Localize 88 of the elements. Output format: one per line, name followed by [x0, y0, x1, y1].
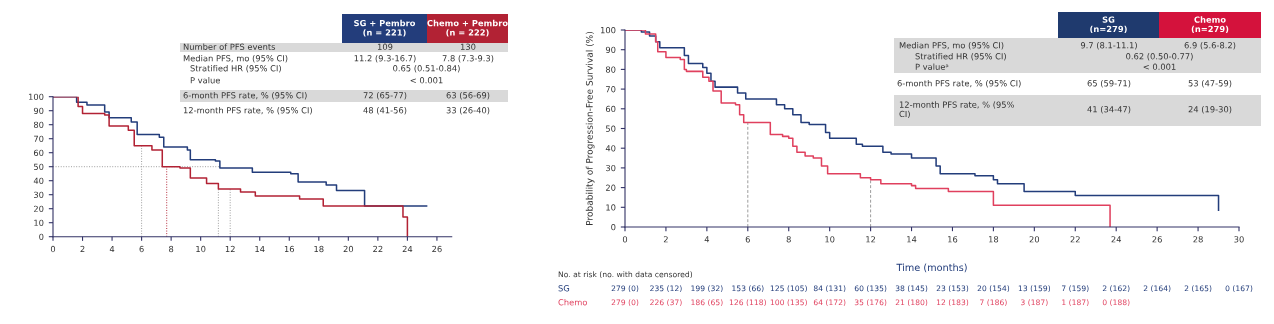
y-tick-label: 0: [611, 223, 616, 231]
annotation: 6-month PFS rate, % (95% CI): [183, 91, 307, 100]
x-tick-label: 8: [169, 245, 174, 253]
annotation: SG (n=279): [1090, 16, 1127, 34]
x-tick-label: 14: [255, 245, 265, 253]
y-tick-label: 20: [605, 184, 616, 191]
x-tick-label: 12: [225, 245, 235, 253]
x-tick-label: 14: [907, 236, 917, 243]
x-tick-label: 6: [745, 236, 750, 243]
text: 109: [377, 43, 393, 50]
y-axis-title: Probability of Progression-Free Survival (%): [585, 31, 595, 225]
x-tick-label: 10: [825, 236, 835, 243]
x-tick-label: 20: [1029, 236, 1040, 243]
annotation: Stratified HR (95% CI): [915, 52, 1006, 61]
y-tick-label: 100: [600, 26, 616, 34]
annotation: Median PFS, mo (95% CI): [899, 41, 1004, 50]
text: Median PFS, mo (95% CI): [183, 54, 288, 63]
y-tick-label: 30: [34, 191, 44, 198]
x-tick-label: 22: [1070, 236, 1080, 243]
text: 11.2 (9.3-16.7): [354, 54, 416, 63]
annotation: 41 (34-47): [1087, 105, 1131, 114]
x-tick-label: 0: [50, 245, 56, 253]
text: Chemo + Pembro (n = 222): [427, 19, 508, 37]
y-tick-label: 60: [33, 149, 44, 156]
text: 7.8 (7.3-9.3): [442, 54, 494, 63]
x-tick-label: 26: [1152, 236, 1162, 243]
text: Number of PFS events: [183, 43, 276, 50]
y-tick-label: 40: [33, 177, 44, 184]
y-tick-label: 90: [605, 46, 616, 53]
text: 0.65 (0.51-0.84): [393, 64, 460, 73]
y-tick-label: 50: [606, 125, 616, 132]
x-tick-label: 20: [343, 245, 354, 253]
y-tick-label: 30: [606, 164, 616, 172]
text: < 0.001: [410, 77, 443, 84]
text: P value: [190, 76, 220, 84]
x-tick-label: 30: [1234, 236, 1244, 243]
x-tick-label: 28: [1193, 236, 1203, 243]
y-tick-label: 70: [34, 135, 44, 142]
x-tick-label: 18: [314, 245, 324, 253]
x-tick-label: 18: [989, 236, 999, 243]
y-tick-label: 80: [33, 121, 44, 128]
annotation: 65 (59-71): [1087, 79, 1131, 88]
annotation: 9.7 (8.1-11.1): [1080, 41, 1137, 50]
x-tick-label: 2: [80, 245, 85, 253]
x-tick-label: 24: [402, 245, 413, 253]
y-tick-label: 20: [33, 205, 44, 212]
y-tick-label: 100: [28, 93, 44, 100]
x-tick-label: 0: [622, 236, 628, 243]
y-tick-label: 10: [34, 219, 44, 226]
x-tick-label: 16: [284, 245, 295, 253]
annotation: 72 (65-77): [363, 91, 407, 100]
text: SG + Pembro (n = 221): [354, 19, 416, 37]
x-tick-label: 10: [196, 245, 206, 253]
x-tick-label: 2: [663, 236, 668, 243]
annotation: 48 (41-56): [363, 106, 407, 115]
x-tick-label: 12: [866, 236, 876, 243]
annotation: P valueᵃ: [915, 63, 949, 70]
x-tick-label: 8: [786, 236, 791, 243]
annotation: Chemo (n=279): [1191, 16, 1229, 34]
text: Stratified HR (95% CI): [190, 64, 281, 73]
x-tick-label: 16: [948, 236, 958, 243]
y-tick-label: 50: [34, 163, 44, 170]
annotation: 6-month PFS rate, % (95% CI): [897, 79, 1021, 88]
annotation: < 0.001: [1143, 63, 1176, 70]
x-axis-title: Time (months): [896, 263, 967, 273]
annotation: 24 (19-30): [1188, 105, 1232, 114]
annotation: 63 (56-69): [446, 91, 490, 100]
text: 130: [460, 43, 476, 50]
y-tick-label: 70: [606, 86, 616, 93]
x-tick-label: 6: [139, 245, 144, 253]
annotation: 12-month PFS rate, % (95% CI): [183, 106, 312, 115]
annotation: 53 (47-59): [1188, 79, 1232, 88]
y-tick-label: 90: [33, 107, 44, 114]
text: SG: [558, 285, 570, 292]
x-tick-label: 4: [109, 245, 115, 253]
text: Chemo: [558, 298, 587, 306]
x-tick-label: 4: [704, 236, 710, 243]
x-tick-label: 26: [432, 245, 442, 253]
annotation: 33 (26-40): [446, 106, 490, 115]
y-tick-label: 10: [606, 204, 616, 211]
annotation: 6.9 (5.6-8.2): [1184, 41, 1236, 50]
x-tick-label: 24: [1111, 236, 1122, 243]
x-tick-label: 22: [373, 245, 383, 253]
y-tick-label: 80: [605, 66, 616, 73]
annotation: 0.62 (0.50-0.77): [1126, 52, 1193, 61]
y-tick-label: 60: [605, 105, 616, 113]
y-tick-label: 40: [605, 145, 616, 152]
annotation: 12-month PFS rate, % (95% CI): [899, 101, 1015, 119]
